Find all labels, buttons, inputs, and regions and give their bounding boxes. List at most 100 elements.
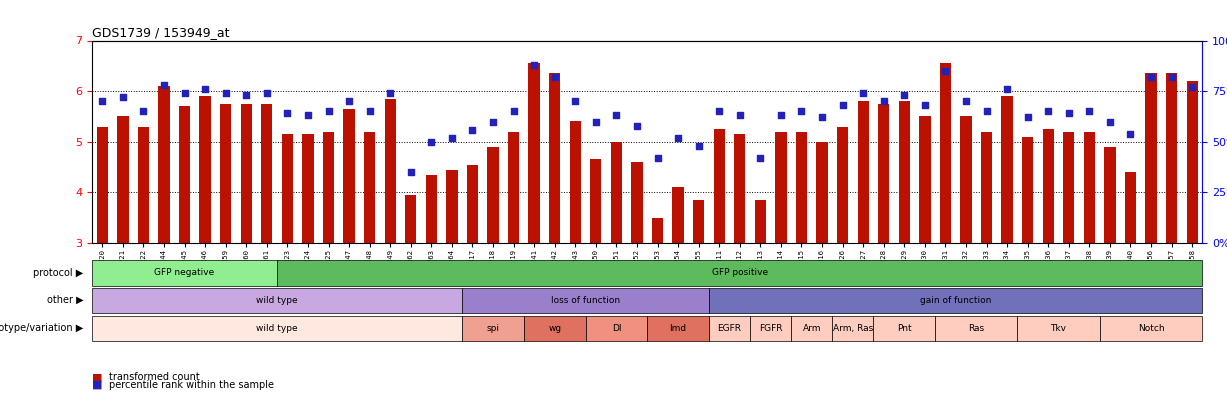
Point xyxy=(319,108,339,115)
Bar xyxy=(632,162,643,243)
Bar xyxy=(179,107,190,243)
Point xyxy=(545,74,564,80)
Bar xyxy=(590,160,601,243)
Bar xyxy=(1125,172,1136,243)
Point xyxy=(195,86,215,92)
Text: wild type: wild type xyxy=(256,296,298,305)
Bar xyxy=(137,127,150,243)
Bar xyxy=(693,200,704,243)
Text: Dl: Dl xyxy=(611,324,621,333)
Bar xyxy=(447,170,458,243)
Bar xyxy=(898,101,910,243)
Bar xyxy=(200,96,211,243)
Bar xyxy=(323,132,334,243)
Point xyxy=(1018,114,1038,121)
Bar xyxy=(118,117,129,243)
Point xyxy=(853,90,872,96)
Text: transformed count: transformed count xyxy=(109,373,200,382)
Point xyxy=(298,112,318,119)
Text: GFP negative: GFP negative xyxy=(155,269,215,277)
Text: GDS1739 / 153949_at: GDS1739 / 153949_at xyxy=(92,26,229,39)
Bar xyxy=(1001,96,1012,243)
Bar xyxy=(816,142,828,243)
Bar xyxy=(466,164,479,243)
Bar xyxy=(1022,137,1033,243)
Point xyxy=(339,98,358,104)
Bar xyxy=(672,188,683,243)
Point xyxy=(422,139,442,145)
Bar xyxy=(1063,132,1075,243)
Point xyxy=(504,108,524,115)
Bar xyxy=(529,63,540,243)
Point xyxy=(566,98,585,104)
Point xyxy=(1141,74,1161,80)
Text: Imd: Imd xyxy=(670,324,687,333)
Point xyxy=(587,118,606,125)
Point xyxy=(256,90,276,96)
Bar xyxy=(1104,147,1115,243)
Bar xyxy=(980,132,993,243)
Point xyxy=(1101,118,1120,125)
Bar xyxy=(796,132,807,243)
Point xyxy=(1080,108,1099,115)
Text: wg: wg xyxy=(548,324,561,333)
Text: genotype/variation ▶: genotype/variation ▶ xyxy=(0,324,83,333)
Text: loss of function: loss of function xyxy=(551,296,620,305)
Point xyxy=(977,108,996,115)
Bar xyxy=(652,218,663,243)
Point xyxy=(483,118,503,125)
Bar xyxy=(384,99,396,243)
Point xyxy=(1059,110,1079,117)
Bar xyxy=(858,101,869,243)
Text: ■: ■ xyxy=(92,373,103,382)
Point xyxy=(606,112,626,119)
Bar xyxy=(569,122,580,243)
Point xyxy=(894,92,914,98)
Text: percentile rank within the sample: percentile rank within the sample xyxy=(109,380,274,390)
Bar xyxy=(775,132,787,243)
Point xyxy=(401,169,421,175)
Point xyxy=(771,112,790,119)
Point xyxy=(524,62,544,68)
Bar xyxy=(940,63,951,243)
Bar xyxy=(302,134,314,243)
Point xyxy=(1038,108,1058,115)
Point xyxy=(92,98,112,104)
Bar xyxy=(220,104,232,243)
Text: FGFR: FGFR xyxy=(758,324,783,333)
Text: gain of function: gain of function xyxy=(920,296,991,305)
Bar xyxy=(548,73,561,243)
Point xyxy=(174,90,194,96)
Point xyxy=(1183,84,1202,90)
Bar xyxy=(1145,73,1157,243)
Bar xyxy=(240,104,252,243)
Bar xyxy=(714,129,725,243)
Point xyxy=(874,98,893,104)
Text: Arm: Arm xyxy=(802,324,821,333)
Bar xyxy=(158,86,169,243)
Bar xyxy=(1187,81,1198,243)
Point xyxy=(134,108,153,115)
Bar xyxy=(487,147,498,243)
Bar xyxy=(282,134,293,243)
Bar xyxy=(755,200,766,243)
Point xyxy=(833,102,853,109)
Point xyxy=(442,134,461,141)
Bar xyxy=(364,132,375,243)
Bar xyxy=(344,109,355,243)
Text: protocol ▶: protocol ▶ xyxy=(33,268,83,278)
Bar xyxy=(1043,129,1054,243)
Bar xyxy=(611,142,622,243)
Bar xyxy=(837,127,848,243)
Point xyxy=(669,134,688,141)
Point xyxy=(113,94,133,100)
Point xyxy=(791,108,811,115)
Point xyxy=(216,90,236,96)
Bar xyxy=(405,195,416,243)
Text: Ras: Ras xyxy=(968,324,984,333)
Bar xyxy=(961,117,972,243)
Text: Notch: Notch xyxy=(1137,324,1164,333)
Point xyxy=(709,108,729,115)
Point xyxy=(1162,74,1182,80)
Bar xyxy=(919,117,930,243)
